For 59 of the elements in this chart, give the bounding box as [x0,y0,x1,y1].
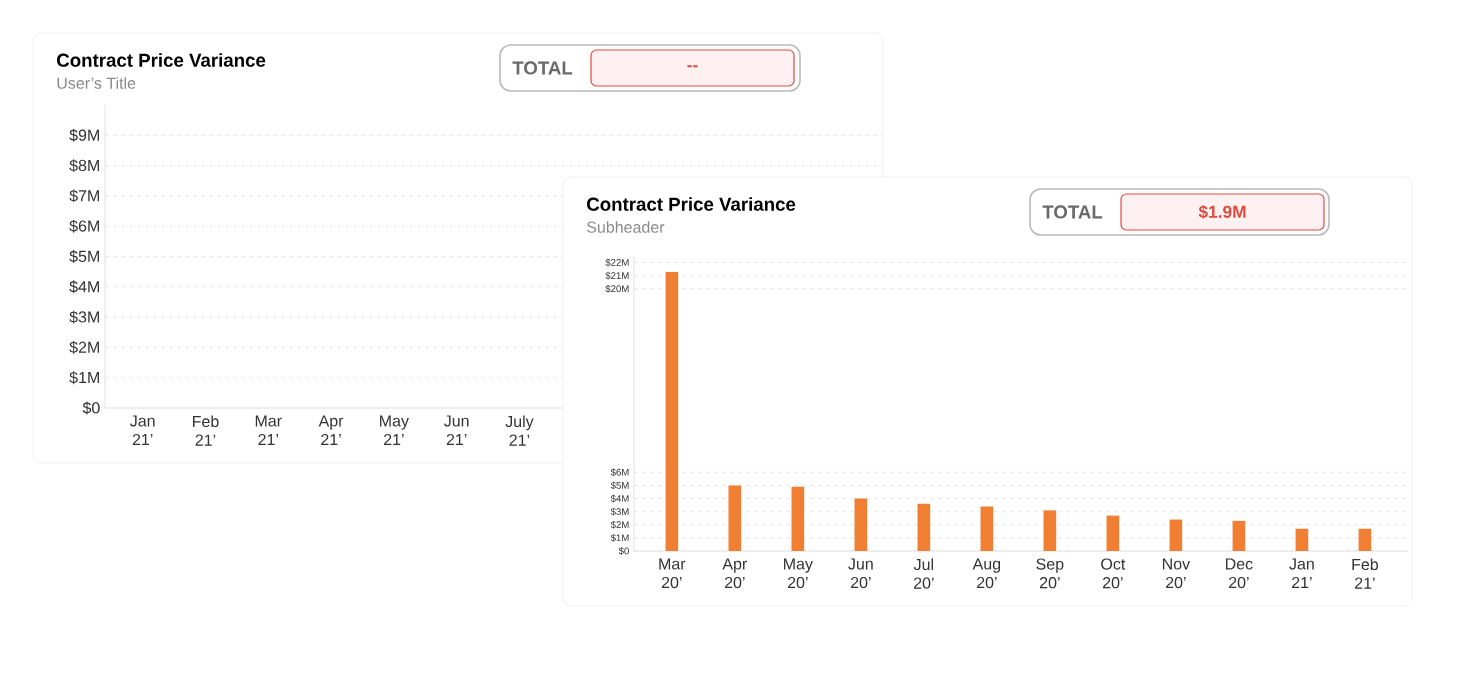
bar [728,485,742,551]
x-tick-label: Dec 20’ [1225,558,1253,589]
bar [665,271,679,551]
y-tick-label: $2M [610,520,629,529]
y-tick-label: $1M [69,371,99,385]
y-tick-label: $1M [610,534,629,542]
x-tick-label: Feb 21’ [193,415,219,446]
bar [917,503,931,551]
y-tick-label: $9M [69,128,99,142]
x-tick-label: Nov 20’ [1162,558,1191,589]
y-tick-label: $7M [69,189,99,203]
text: TOTAL [1042,205,1103,219]
x-tick-label: Oct 20’ [1101,558,1126,589]
x-tick-label: Apr 21’ [318,415,344,446]
x-tick-label: July 21’ [505,415,534,446]
x-tick-label: Apr 20’ [722,558,747,589]
x-tick-label: May 20’ [784,558,813,589]
y-tick-label: $6M [69,219,99,233]
x-tick-label: Mar 20’ [659,558,686,589]
chart-subtitle: Subheader [587,221,665,233]
y-tick-label: $3M [69,310,99,324]
chart-title: Contract Price Variance [57,53,266,67]
y-tick-label: $3M [610,507,629,516]
bar [854,498,868,551]
bar [1295,528,1309,551]
x-tick-label: Jan 21’ [130,415,155,446]
bar [1106,515,1120,551]
x-tick-label: Aug 20’ [972,558,1001,589]
x-tick-label: Jan 21’ [1289,558,1314,589]
x-tick-label: Jun 21’ [444,415,469,446]
text: -- [687,65,698,68]
x-tick-label: Sep 20’ [1036,558,1064,589]
y-tick-label: $4M [69,280,99,294]
bar [1043,510,1057,551]
x-tick-label: Jul 20’ [913,558,934,589]
text: $1.9M [1198,204,1246,220]
y-tick-label: $5M [69,250,99,263]
x-tick-label: Jun 20’ [848,558,873,589]
y-tick-label: $5M [610,481,629,490]
y-tick-label: $0 [82,401,100,415]
chart-title: Contract Price Variance [587,197,796,211]
bar [791,486,805,551]
chart-subtitle: User’s Title [57,77,136,89]
y-tick-label: $22M [605,258,629,267]
bar [1232,520,1246,551]
bar [1169,519,1183,551]
y-tick-label: $20M [605,284,629,293]
y-tick-label: $6M [610,468,629,477]
x-tick-label: Feb 21’ [1352,558,1379,589]
y-tick-label: $2M [69,340,99,354]
y-tick-label: $0 [618,547,629,555]
y-tick-label: $4M [610,494,629,503]
y-tick-label: $21M [605,271,629,280]
bar [980,506,994,551]
text: TOTAL [512,61,573,75]
x-tick-label: May 21’ [380,415,409,446]
y-tick-label: $8M [69,159,99,173]
x-tick-label: Mar 21’ [255,415,282,446]
bar [1358,528,1372,551]
